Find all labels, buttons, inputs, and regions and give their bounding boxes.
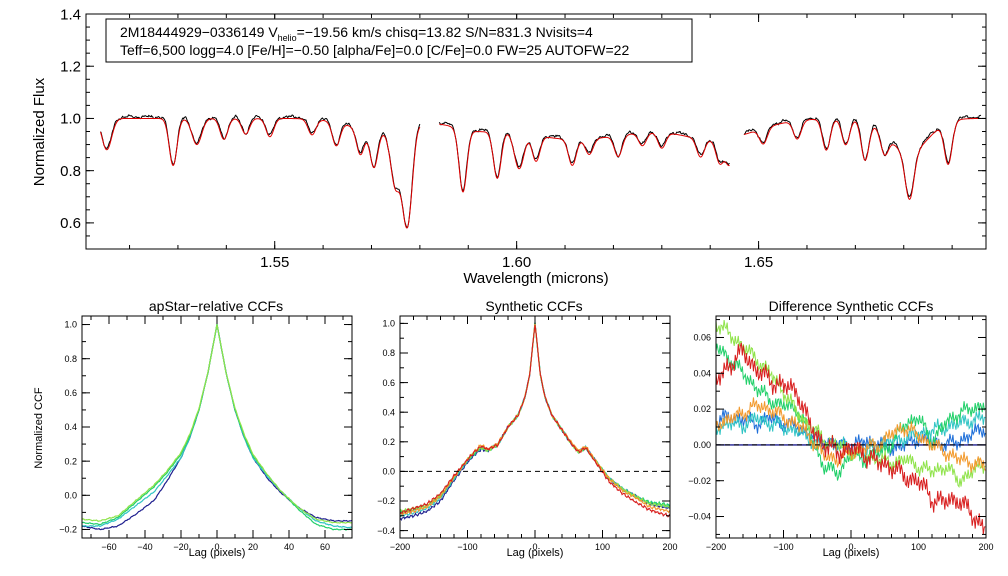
synthetic-ccf-line [400,324,670,518]
synthetic-ccf-x-tick-label: 200 [662,542,677,552]
synthetic-ccf-y-tick-label: 0.4 [382,407,395,417]
apstar-ccf-line [82,324,352,524]
synthetic-ccf-line [400,323,670,516]
synthetic-ccf-y-tick-label: 1.0 [382,319,395,329]
apstar-ccf-y-tick-label: 0.6 [64,388,77,398]
difference-ccf-y-tick-label: −0.04 [688,512,711,522]
vhelio-symbol: V [268,24,278,40]
spectrum-model-line [100,117,421,229]
apstar-ccf-plot-area [82,323,352,531]
apstar-ccf-x-tick-label: 0 [214,542,219,552]
spectrum-y-tick-label: 0.6 [60,215,81,232]
difference-ccf-ticks: −200 −100 0 100 200 −0.04 −0.02 0.00 0.02 0.04 0.0… [688,316,994,552]
synthetic-ccf-y-tick-label: −0.4 [377,526,395,536]
info-line-2: Teff=6,500 logg=4.0 [Fe/H]=−0.50 [alpha/… [120,42,629,58]
synthetic-ccf-y-tick-label: −0.2 [377,496,395,506]
difference-ccf-x-tick-label: −100 [773,542,793,552]
apstar-ccf-x-tick-label: 40 [284,542,294,552]
apstar-ccf-y-tick-label: 0.4 [64,422,77,432]
difference-ccf-y-tick-label: 0.06 [693,333,711,343]
apstar-ccf-y-tick-label: 1.0 [64,320,77,330]
apstar-ccf-x-tick-label: 60 [320,542,330,552]
synthetic-ccf-line [400,322,670,513]
info-line-1: 2M18444929−0336149 Vhelio=−19.56 km/s ch… [120,24,593,43]
spectrum-model-line [439,123,730,193]
apstar-ccf-title: apStar−relative CCFs [149,298,283,314]
spectrum-x-label: Wavelength (microns) [463,270,608,287]
apstar-ccf-line [82,324,352,531]
synthetic-ccf-y-tick-label: 0.2 [382,437,395,447]
spectrum-model-line [743,117,981,200]
difference-ccf-plot-area [716,319,986,535]
synthetic-ccf-x-label: Lag (pixels) [507,547,564,559]
apstar-ccf-x-tick-label: 20 [248,542,258,552]
spectrum-panel: 1.55 1.60 1.65 0.6 0.8 1.0 1.2 1.4 Wavelength (… [31,6,987,287]
synthetic-ccf-plot-area [400,321,670,521]
synthetic-ccf-y-tick-label: 0.0 [382,467,395,477]
difference-ccf-y-tick-label: −0.02 [688,476,711,486]
difference-ccf-x-tick-label: 200 [978,542,993,552]
vhelio-subscript: helio [278,33,297,43]
spectrum-x-tick-label: 1.65 [744,254,773,271]
spectrum-plot-area [100,114,982,229]
synthetic-ccf-panel: Synthetic CCFs −200 −100 0 100 200 −0.4 −0.2 0.… [377,298,677,559]
apstar-ccf-line [82,324,352,531]
synthetic-ccf-line [400,323,670,521]
spectrum-y-tick-label: 1.4 [60,6,81,23]
star-id: 2M18444929−0336149 [120,24,265,40]
difference-ccf-x-tick-label: 100 [911,542,926,552]
spectrum-x-tick-label: 1.55 [260,254,289,271]
difference-ccf-x-tick-label: 0 [848,542,853,552]
info-line-1-rest: =−19.56 km/s chisq=13.82 S/N=831.3 Nvisi… [297,24,593,40]
spectrum-observed-line [438,121,730,192]
spectrum-y-label: Normalized Flux [31,77,48,186]
difference-ccf-y-tick-label: 0.00 [693,440,711,450]
spectrum-y-tick-label: 1.0 [60,111,81,128]
synthetic-ccf-line [400,321,670,518]
difference-ccf-y-tick-label: 0.02 [693,404,711,414]
synthetic-ccf-axes-frame [399,315,671,539]
spectrum-y-tick-label: 0.8 [60,163,81,180]
apstar-ccf-y-tick-label: 0.2 [64,456,77,466]
synthetic-ccf-line [400,322,670,515]
difference-ccf-line [716,397,986,473]
spectrum-ticks: 1.55 1.60 1.65 0.6 0.8 1.0 1.2 1.4 [60,6,986,271]
apstar-ccf-x-label: Lag (pixels) [189,547,246,559]
info-box-frame [105,18,693,63]
apstar-ccf-y-label: Normalized CCF [33,387,45,469]
synthetic-ccf-y-tick-label: 0.8 [382,348,395,358]
difference-ccf-panel: Difference Synthetic CCFs −200 −100 0 100 20… [688,298,993,559]
apstar-ccf-x-tick-label: −60 [101,542,116,552]
difference-ccf-line [716,342,986,535]
apstar-ccf-y-tick-label: 0.8 [64,354,77,364]
difference-ccf-y-tick-label: 0.04 [693,368,711,378]
apstar-ccf-y-tick-label: −0.2 [59,525,77,535]
difference-ccf-x-tick-label: −200 [706,542,726,552]
spectrum-y-tick-label: 1.2 [60,58,81,75]
synthetic-ccf-ticks: −200 −100 0 100 200 −0.4 −0.2 0.0 0.2 0.4 0.6 0.8 1.… [377,316,678,552]
apstar-ccf-y-tick-label: 0.0 [64,490,77,500]
info-box: 2M18444929−0336149 Vhelio=−19.56 km/s ch… [105,18,693,63]
difference-ccf-line [716,319,986,488]
apstar-ccf-line [82,323,352,529]
spectrum-observed-line [100,114,421,229]
difference-ccf-x-label: Lag (pixels) [823,547,880,559]
spectrum-x-tick-label: 1.60 [502,254,531,271]
synthetic-ccf-title: Synthetic CCFs [485,298,582,314]
difference-ccf-title: Difference Synthetic CCFs [769,298,934,314]
apstar-ccf-panel: apStar−relative CCFs −60 −40 −20 0 20 40 60 −0.… [33,298,353,559]
apstar-ccf-ticks: −60 −40 −20 0 20 40 60 −0.2 0.0 0.2 0.4 0.6 0.8 1.0 [59,316,352,552]
synthetic-ccf-y-tick-label: 0.6 [382,378,395,388]
synthetic-ccf-x-tick-label: 0 [532,542,537,552]
synthetic-ccf-x-tick-label: −200 [390,542,410,552]
synthetic-ccf-x-tick-label: −100 [457,542,477,552]
apstar-ccf-axes-frame [81,315,353,539]
apstar-ccf-x-tick-label: −40 [137,542,152,552]
apstar-ccf-x-tick-label: −20 [173,542,188,552]
synthetic-ccf-x-tick-label: 100 [595,542,610,552]
